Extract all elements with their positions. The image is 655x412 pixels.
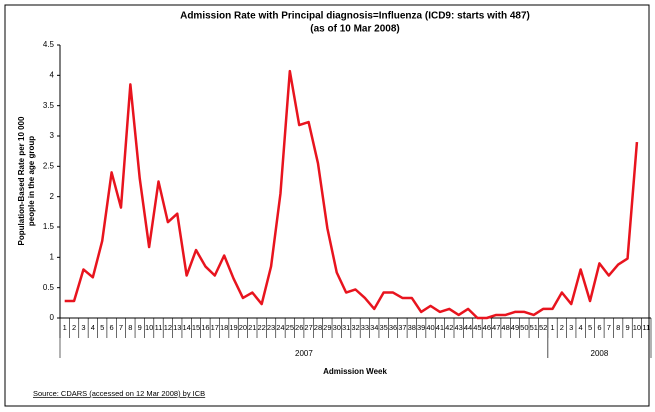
x-tick-label: 3: [81, 323, 85, 332]
x-tick-label: 35: [379, 323, 387, 332]
y-tick-label: 0.5: [43, 283, 55, 292]
y-tick-label: 4.5: [43, 40, 55, 49]
chart-title: Admission Rate with Principal diagnosis=…: [180, 11, 530, 22]
x-tick-label: 40: [426, 323, 434, 332]
x-tick-label: 51: [530, 323, 538, 332]
x-tick-label: 7: [119, 323, 123, 332]
x-tick-label: 23: [267, 323, 275, 332]
x-tick-label: 4: [579, 323, 583, 332]
group-label: 2007: [295, 349, 313, 358]
x-tick-label: 6: [110, 323, 114, 332]
x-tick-label: 22: [258, 323, 266, 332]
x-tick-label: 30: [333, 323, 341, 332]
x-tick-label: 25: [286, 323, 294, 332]
chart-border: [4, 4, 650, 407]
x-tick-label: 11: [642, 323, 650, 332]
y-axis-title: people in the age group: [27, 136, 36, 226]
y-tick-label: 3: [50, 131, 55, 140]
group-label: 2008: [591, 349, 609, 358]
x-axis-title: Admission Week: [323, 367, 387, 376]
x-tick-label: 8: [616, 323, 620, 332]
x-tick-label: 18: [220, 323, 228, 332]
x-tick-label: 12: [164, 323, 172, 332]
x-tick-label: 3: [569, 323, 573, 332]
x-tick-label: 41: [436, 323, 444, 332]
x-tick-label: 5: [588, 323, 592, 332]
x-tick-label: 20: [239, 323, 247, 332]
x-tick-label: 36: [389, 323, 397, 332]
x-tick-label: 1: [63, 323, 67, 332]
y-tick-label: 1.5: [43, 222, 55, 231]
x-tick-label: 2: [72, 323, 76, 332]
x-tick-label: 32: [351, 323, 359, 332]
x-tick-label: 45: [473, 323, 481, 332]
y-tick-label: 2: [50, 192, 55, 201]
x-tick-label: 31: [342, 323, 350, 332]
x-tick-label: 52: [539, 323, 547, 332]
x-tick-label: 2: [560, 323, 564, 332]
data-line: [64, 69, 639, 320]
x-tick-label: 4: [91, 323, 95, 332]
x-tick-label: 14: [182, 323, 190, 332]
x-tick-label: 13: [173, 323, 181, 332]
x-tick-label: 5: [100, 323, 104, 332]
x-tick-label: 37: [398, 323, 406, 332]
x-tick-label: 38: [408, 323, 416, 332]
y-tick-label: 4: [50, 70, 55, 79]
x-tick-label: 7: [607, 323, 611, 332]
x-tick-label: 21: [248, 323, 256, 332]
y-tick-label: 0: [50, 313, 55, 322]
x-tick-label: 8: [128, 323, 132, 332]
y-axis-title: Population-Based Rate per 10 000: [17, 116, 26, 245]
x-tick-label: 11: [155, 323, 163, 332]
y-tick-label: 1: [50, 252, 55, 261]
x-tick-label: 24: [276, 323, 284, 332]
x-tick-label: 9: [625, 323, 629, 332]
x-tick-label: 10: [145, 323, 153, 332]
x-tick-label: 49: [511, 323, 519, 332]
x-tick-label: 34: [370, 323, 378, 332]
x-tick-label: 6: [597, 323, 601, 332]
x-tick-label: 28: [314, 323, 322, 332]
y-tick-label: 2.5: [43, 161, 55, 170]
x-tick-label: 9: [138, 323, 142, 332]
x-tick-label: 1: [550, 323, 554, 332]
x-tick-label: 42: [445, 323, 453, 332]
x-tick-label: 44: [464, 323, 472, 332]
x-tick-label: 43: [455, 323, 463, 332]
x-tick-label: 29: [323, 323, 331, 332]
x-tick-label: 47: [492, 323, 500, 332]
y-tick-label: 3.5: [43, 101, 55, 110]
x-tick-label: 26: [295, 323, 303, 332]
x-tick-label: 15: [192, 323, 200, 332]
source: Source: CDARS (accessed on 12 Mar 2008) …: [33, 389, 205, 398]
x-tick-label: 48: [501, 323, 509, 332]
x-tick-label: 50: [520, 323, 528, 332]
x-tick-label: 16: [201, 323, 209, 332]
x-tick-label: 19: [229, 323, 237, 332]
x-tick-label: 33: [361, 323, 369, 332]
chart-subtitle: (as of 10 Mar 2008): [310, 24, 400, 35]
x-tick-label: 27: [304, 323, 312, 332]
x-tick-label: 10: [633, 323, 641, 332]
x-tick-label: 46: [483, 323, 491, 332]
x-tick-label: 17: [211, 323, 219, 332]
x-tick-label: 39: [417, 323, 425, 332]
